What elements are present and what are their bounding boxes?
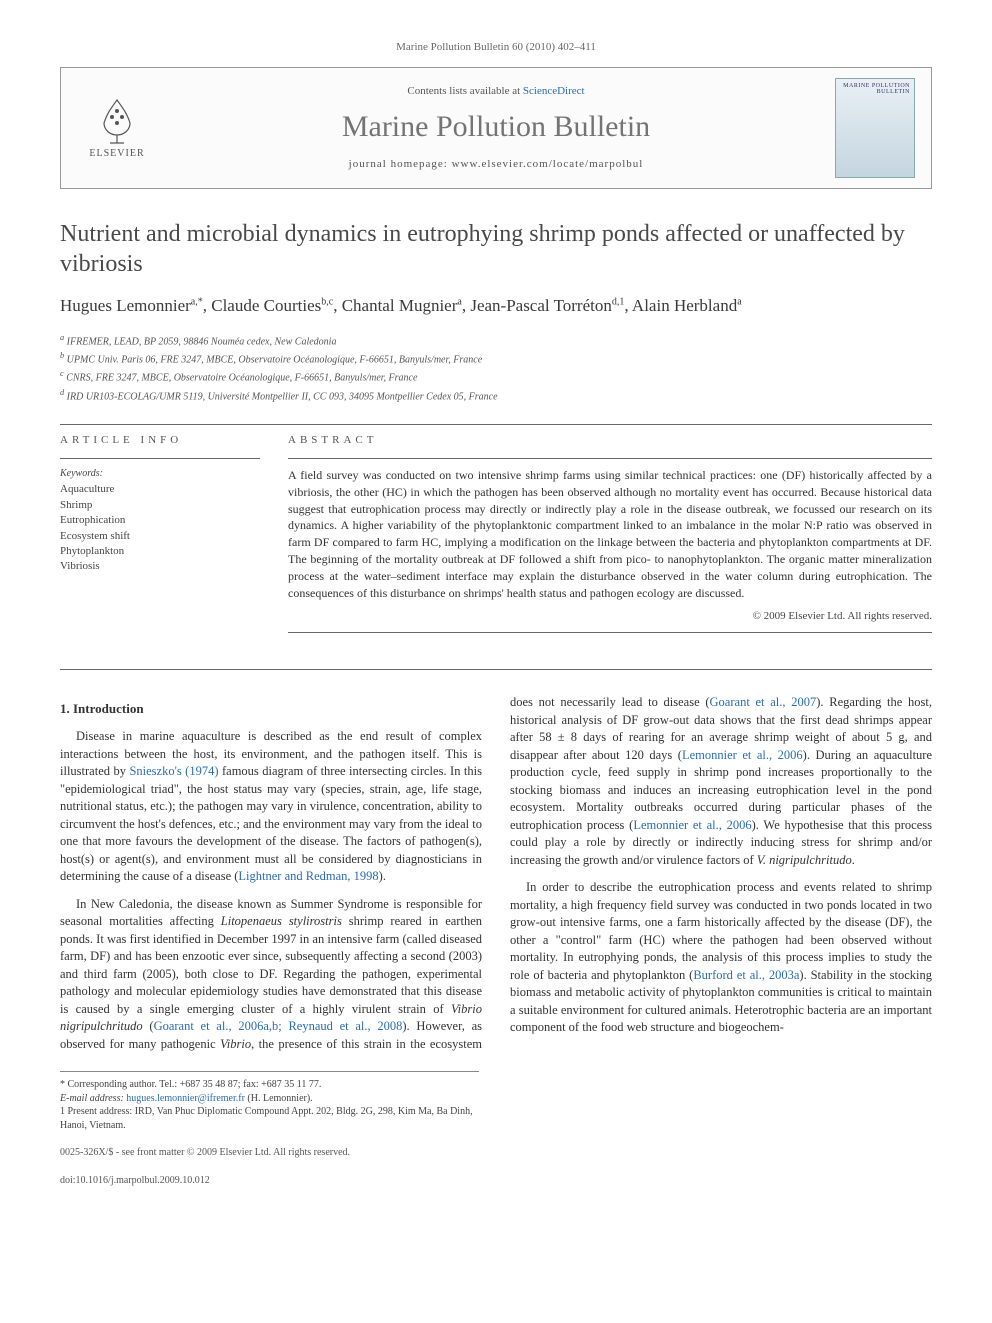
- body-columns: 1. Introduction Disease in marine aquacu…: [60, 694, 932, 1053]
- keyword-item: Ecosystem shift: [60, 529, 260, 544]
- species-name: Litopenaeus stylirostris: [221, 914, 342, 928]
- masthead: ELSEVIER Contents lists available at Sci…: [60, 67, 932, 189]
- divider: [60, 424, 932, 425]
- citation-link[interactable]: Burford et al., 2003a: [693, 968, 799, 982]
- masthead-center: Contents lists available at ScienceDirec…: [157, 84, 835, 172]
- abstract-column: ABSTRACT A field survey was conducted on…: [288, 433, 932, 641]
- keywords-label: Keywords:: [60, 467, 260, 481]
- body-paragraph: Disease in marine aquaculture is describ…: [60, 728, 482, 886]
- contents-available-line: Contents lists available at ScienceDirec…: [157, 84, 835, 99]
- contents-prefix: Contents lists available at: [407, 85, 522, 97]
- keyword-item: Eutrophication: [60, 513, 260, 528]
- homepage-prefix: journal homepage:: [349, 158, 452, 170]
- article-info-column: ARTICLE INFO Keywords: AquacultureShrimp…: [60, 433, 260, 641]
- keyword-item: Aquaculture: [60, 482, 260, 497]
- body-paragraph: In order to describe the eutrophication …: [510, 879, 932, 1037]
- corresponding-author-note: * Corresponding author. Tel.: +687 35 48…: [60, 1078, 479, 1092]
- divider: [60, 458, 260, 459]
- citation-link[interactable]: Goarant et al., 2007: [710, 695, 817, 709]
- body-text: (: [143, 1019, 154, 1033]
- journal-name: Marine Pollution Bulletin: [157, 107, 835, 148]
- authors-line: Hugues Lemonniera,*, Claude Courtiesb,c,…: [60, 295, 932, 318]
- affiliations-block: a IFREMER, LEAD, BP 2059, 98846 Nouméa c…: [60, 332, 932, 404]
- abstract-copyright: © 2009 Elsevier Ltd. All rights reserved…: [288, 609, 932, 624]
- article-title: Nutrient and microbial dynamics in eutro…: [60, 219, 932, 279]
- species-name: V. nigripulchritudo: [757, 853, 852, 867]
- publisher-name: ELSEVIER: [89, 147, 144, 161]
- keyword-item: Shrimp: [60, 498, 260, 513]
- journal-reference: Marine Pollution Bulletin 60 (2010) 402–…: [60, 40, 932, 55]
- body-text: .: [852, 853, 855, 867]
- sciencedirect-link[interactable]: ScienceDirect: [523, 85, 585, 97]
- body-text: ).: [379, 869, 386, 883]
- species-name: Vibrio: [220, 1037, 251, 1051]
- keyword-item: Vibriosis: [60, 559, 260, 574]
- affiliation-line: a IFREMER, LEAD, BP 2059, 98846 Nouméa c…: [60, 332, 932, 349]
- affiliation-line: c CNRS, FRE 3247, MBCE, Observatoire Océ…: [60, 368, 932, 385]
- cover-title: MARINE POLLUTION BULLETIN: [840, 83, 910, 96]
- divider: [60, 669, 932, 670]
- article-info-label: ARTICLE INFO: [60, 433, 260, 448]
- present-address-note: 1 Present address: IRD, Van Phuc Diploma…: [60, 1105, 479, 1132]
- body-text: shrimp reared in earthen ponds. It was f…: [60, 914, 482, 1016]
- email-label: E-mail address:: [60, 1093, 126, 1104]
- abstract-label: ABSTRACT: [288, 433, 932, 448]
- email-link[interactable]: hugues.lemonnier@ifremer.fr: [126, 1093, 245, 1104]
- email-line: E-mail address: hugues.lemonnier@ifremer…: [60, 1092, 479, 1106]
- elsevier-tree-icon: [92, 95, 142, 145]
- citation-link[interactable]: Lemonnier et al., 2006: [633, 818, 751, 832]
- citation-link[interactable]: Snieszko's (1974): [129, 764, 218, 778]
- divider: [288, 458, 932, 459]
- divider: [288, 632, 932, 633]
- abstract-text: A field survey was conducted on two inte…: [288, 467, 932, 601]
- homepage-line: journal homepage: www.elsevier.com/locat…: [157, 157, 835, 172]
- body-text: In order to describe the eutrophication …: [510, 880, 932, 982]
- affiliation-line: b UPMC Univ. Paris 06, FRE 3247, MBCE, O…: [60, 350, 932, 367]
- affiliation-line: d IRD UR103-ECOLAG/UMR 5119, Université …: [60, 387, 932, 404]
- section-heading-intro: 1. Introduction: [60, 700, 482, 718]
- citation-link[interactable]: Lemonnier et al., 2006: [682, 748, 803, 762]
- citation-link[interactable]: Lightner and Redman, 1998: [238, 869, 378, 883]
- journal-cover-thumb: MARINE POLLUTION BULLETIN: [835, 78, 915, 178]
- citation-link[interactable]: Goarant et al., 2006a,b; Reynaud et al.,…: [154, 1019, 403, 1033]
- footer-front-matter: 0025-326X/$ - see front matter © 2009 El…: [60, 1146, 932, 1160]
- keywords-list: AquacultureShrimpEutrophicationEcosystem…: [60, 482, 260, 574]
- footer-doi: doi:10.1016/j.marpolbul.2009.10.012: [60, 1174, 932, 1188]
- homepage-url: www.elsevier.com/locate/marpolbul: [452, 158, 644, 170]
- keyword-item: Phytoplankton: [60, 544, 260, 559]
- email-suffix: (H. Lemonnier).: [245, 1093, 313, 1104]
- body-text: famous diagram of three intersecting cir…: [60, 764, 482, 883]
- info-abstract-row: ARTICLE INFO Keywords: AquacultureShrimp…: [60, 433, 932, 641]
- publisher-logo-block: ELSEVIER: [77, 95, 157, 161]
- footnotes-block: * Corresponding author. Tel.: +687 35 48…: [60, 1071, 479, 1132]
